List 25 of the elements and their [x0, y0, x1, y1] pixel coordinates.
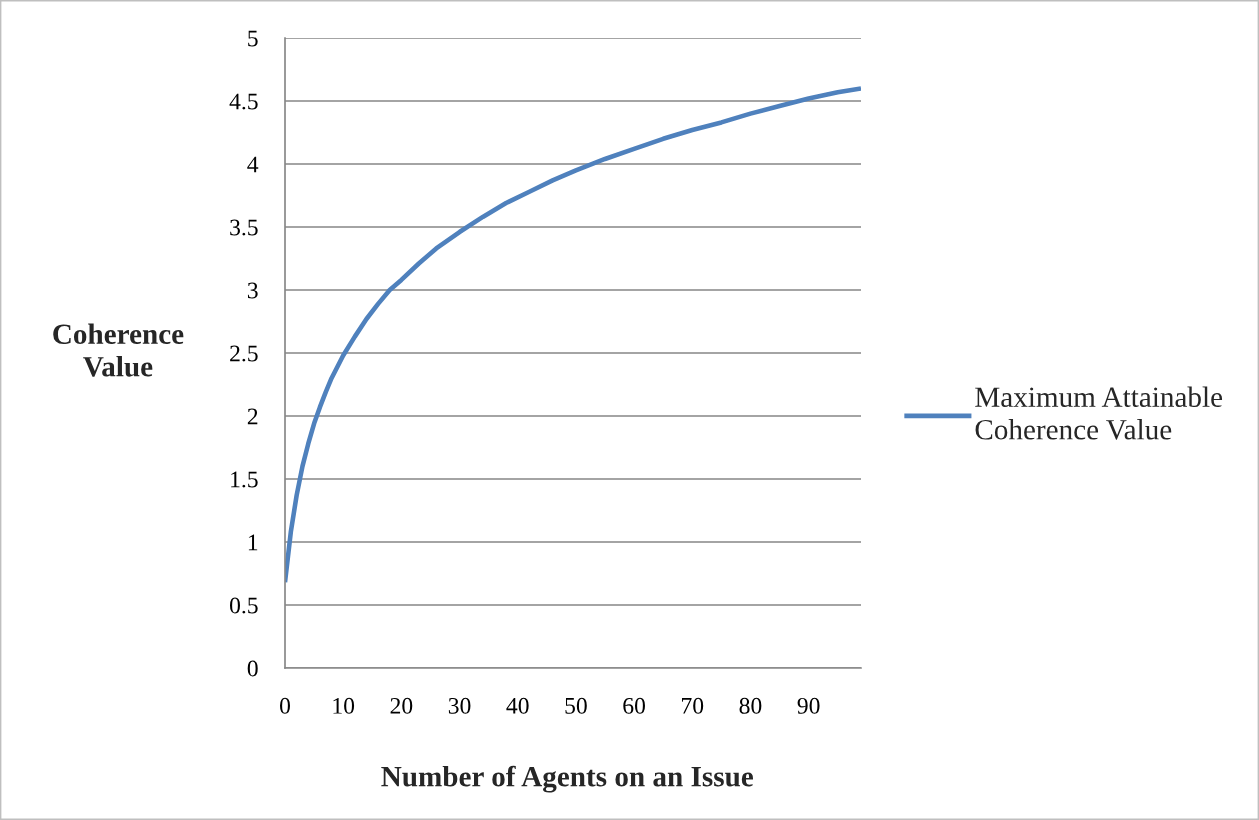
- x-tick-label: 70: [682, 697, 704, 714]
- y-tick-label: 0.5: [230, 597, 258, 614]
- x-tick-label: 50: [565, 697, 587, 714]
- y-tick-label: 5: [248, 30, 258, 47]
- y-tick-label: 1.5: [231, 471, 258, 488]
- y-tick-label: 2: [247, 408, 258, 425]
- y-tick-label: 0: [247, 660, 258, 677]
- y-tick-label: 4: [247, 156, 259, 173]
- x-tick-label: 10: [333, 697, 355, 714]
- x-tick-label: 60: [623, 697, 645, 714]
- x-tick-label: 0: [280, 697, 290, 714]
- y-tick-label: 4.5: [229, 93, 258, 110]
- y-tick-label: 2.5: [230, 345, 258, 362]
- y-tick-label: 3: [247, 282, 258, 299]
- x-tick-label: 40: [506, 697, 529, 714]
- x-tick-label: 20: [390, 697, 413, 714]
- y-tick-label: 1: [248, 534, 258, 551]
- legend-label: Maximum Attainable Coherence Value: [975, 386, 1223, 440]
- line-series: [285, 86, 861, 585]
- y-axis-title: Coherence Value: [53, 323, 184, 377]
- x-axis-title: Number of Agents on an Issue: [381, 765, 753, 793]
- y-tick-label: 3.5: [230, 219, 258, 236]
- x-tick-label: 90: [797, 697, 820, 714]
- x-tick-label: 30: [448, 697, 471, 714]
- x-tick-label: 80: [739, 697, 762, 714]
